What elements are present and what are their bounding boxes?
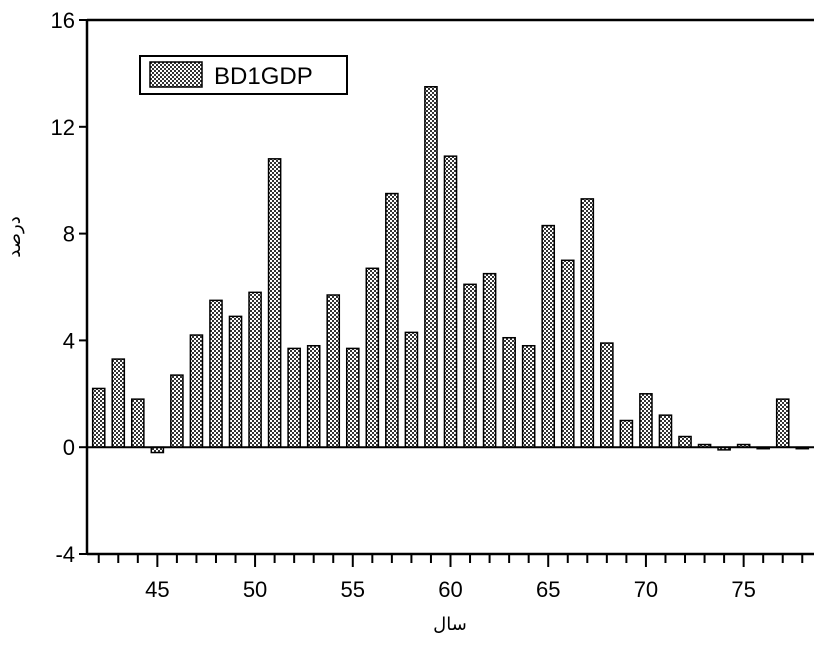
y-tick-label: 8: [63, 222, 75, 247]
x-tick-label: 60: [438, 577, 462, 602]
bar: [521, 344, 536, 448]
bar: [404, 331, 419, 448]
y-tick-label: 0: [63, 435, 75, 460]
bar: [345, 347, 360, 448]
x-tick-label: 45: [145, 577, 169, 602]
bar: [463, 283, 477, 448]
bar: [385, 192, 399, 448]
bar: [91, 387, 106, 448]
x-tick-label: 70: [634, 577, 658, 602]
bar: [287, 347, 301, 448]
bar: [248, 291, 262, 448]
bar: [580, 198, 595, 448]
bar: [189, 334, 204, 448]
x-axis-title: سال: [433, 614, 467, 635]
bar: [131, 398, 145, 448]
bar-series: [87, 86, 814, 454]
bar: [443, 155, 458, 448]
bar: [424, 86, 438, 448]
bar: [267, 158, 282, 448]
y-axis-title: درصد: [4, 216, 25, 257]
y-tick-label: -4: [55, 542, 75, 567]
x-tick-label: 75: [731, 577, 755, 602]
x-tick-label: 50: [243, 577, 267, 602]
y-axis-ticks: -4 0 4 8 12 16: [51, 8, 87, 567]
y-tick-label: 4: [63, 328, 75, 353]
bar: [502, 336, 516, 448]
y-tick-label: 16: [51, 8, 75, 33]
bar: [678, 435, 692, 448]
x-tick-label: 65: [536, 577, 560, 602]
x-axis-ticks: 45 50 55 60 65 70 75: [97, 554, 804, 602]
bar: [209, 299, 223, 448]
bar: [619, 419, 634, 448]
bar: [326, 294, 341, 448]
bar: [306, 344, 321, 448]
bar: [560, 259, 575, 448]
bar: [658, 414, 673, 448]
legend-swatch: [149, 61, 203, 88]
legend-label: BD1GDP: [214, 63, 313, 90]
bar: [541, 224, 556, 448]
bar: [600, 342, 614, 448]
x-tick-label: 55: [341, 577, 365, 602]
bar: [228, 315, 243, 448]
bar: [170, 374, 184, 448]
bar: [775, 398, 790, 448]
bar: [639, 393, 653, 448]
bar: [111, 358, 126, 448]
bar: [365, 267, 380, 448]
bar: [482, 272, 497, 448]
y-tick-label: 12: [51, 115, 75, 140]
legend: BD1GDP: [139, 55, 348, 95]
